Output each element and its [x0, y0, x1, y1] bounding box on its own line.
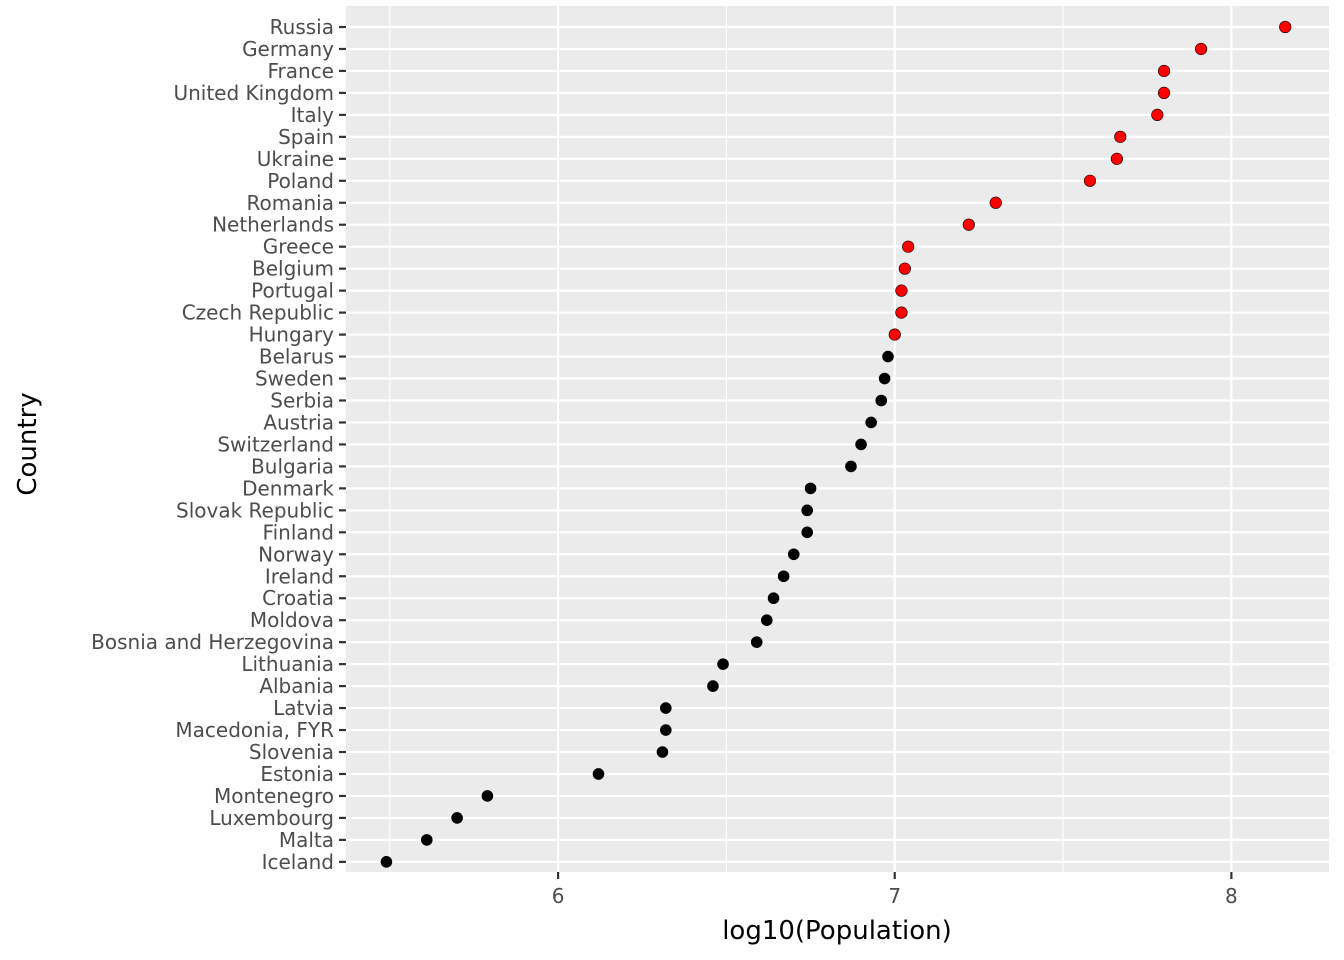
grid-lines: [346, 6, 1329, 872]
data-point: [878, 372, 891, 385]
x-tick-label: 7: [888, 884, 901, 908]
y-tick-label: Germany: [242, 37, 334, 61]
y-tick-label: Slovak Republic: [176, 498, 334, 522]
x-axis-title: log10(Population): [722, 916, 952, 946]
data-point: [989, 196, 1002, 209]
y-tick-label: Sweden: [255, 367, 334, 391]
data-point: [481, 790, 494, 802]
y-tick-label: Serbia: [270, 388, 334, 412]
y-tick-label: Latvia: [273, 696, 334, 720]
data-point: [1083, 174, 1097, 187]
y-tick-label: Norway: [258, 542, 334, 566]
y-tick-label: Malta: [279, 828, 334, 852]
data-point: [451, 812, 463, 824]
y-tick-label: Lithuania: [241, 652, 334, 676]
y-tick-label: Belgium: [252, 257, 334, 281]
y-tick-label: United Kingdom: [173, 81, 334, 105]
data-point: [1279, 20, 1292, 34]
y-tick-label: Portugal: [251, 279, 334, 303]
y-tick-label: Russia: [270, 15, 334, 39]
y-tick-label: Austria: [263, 410, 334, 434]
data-point: [888, 328, 901, 341]
data-point: [882, 350, 894, 363]
data-point: [875, 394, 888, 407]
x-axis-tick-labels: 6 7 8: [552, 884, 1238, 908]
data-point: [1110, 152, 1124, 165]
y-tick-label: Bosnia and Herzegovina: [91, 630, 334, 654]
y-tick-label: Czech Republic: [182, 301, 334, 325]
data-points: [380, 20, 1292, 868]
data-point: [801, 526, 814, 539]
data-point: [767, 592, 780, 605]
y-tick-label: Hungary: [249, 323, 335, 347]
data-point: [787, 548, 800, 561]
data-point: [1194, 42, 1208, 56]
data-point: [865, 416, 877, 429]
data-point: [801, 504, 814, 517]
data-point: [895, 284, 908, 297]
data-point: [902, 240, 915, 253]
y-tick-label: Italy: [291, 103, 335, 127]
data-point: [1151, 108, 1164, 121]
y-tick-label: Finland: [263, 520, 334, 544]
y-axis-title: Country: [13, 392, 43, 495]
data-point: [420, 834, 433, 846]
data-point: [660, 702, 672, 714]
data-point: [1157, 64, 1171, 78]
data-point: [962, 218, 975, 231]
y-tick-label: Albania: [259, 674, 334, 698]
data-point: [592, 768, 605, 780]
y-tick-label: Macedonia, FYR: [175, 718, 334, 742]
data-point: [845, 460, 857, 473]
data-point: [717, 658, 729, 670]
y-tick-label: Estonia: [260, 762, 334, 786]
data-point: [656, 746, 669, 758]
data-point: [660, 724, 672, 736]
y-tick-label: Greece: [263, 235, 334, 259]
y-tick-label: Montenegro: [214, 784, 334, 808]
y-tick-label: Iceland: [262, 850, 334, 874]
plot-panel: [346, 6, 1329, 872]
data-point: [761, 614, 773, 626]
data-point: [1114, 130, 1127, 143]
data-point: [855, 438, 867, 451]
data-point: [1157, 86, 1171, 100]
y-tick-label: Netherlands: [212, 213, 334, 237]
y-tick-label: Croatia: [262, 586, 334, 610]
data-point: [707, 680, 719, 692]
data-point: [777, 570, 790, 583]
y-tick-label: Slovenia: [249, 740, 334, 764]
y-tick-label: Moldova: [250, 608, 334, 632]
y-tick-label: Denmark: [242, 476, 334, 500]
axis-ticks: [339, 25, 1233, 879]
y-tick-label: Bulgaria: [251, 454, 334, 478]
y-tick-label: Ukraine: [257, 147, 334, 171]
y-tick-label: Spain: [278, 125, 334, 149]
data-point: [380, 856, 393, 868]
y-tick-label: Belarus: [259, 345, 334, 369]
y-tick-label: Switzerland: [217, 432, 334, 456]
data-point: [898, 262, 911, 275]
data-point: [895, 306, 908, 319]
x-tick-label: 8: [1225, 884, 1238, 908]
data-point: [804, 482, 817, 495]
y-tick-label: France: [267, 59, 334, 83]
y-tick-label: Luxembourg: [209, 806, 334, 830]
y-tick-label: Poland: [267, 169, 334, 193]
x-tick-label: 6: [552, 884, 565, 908]
data-point: [750, 636, 763, 648]
y-tick-label: Ireland: [265, 564, 334, 588]
y-tick-label: Romania: [247, 191, 334, 215]
